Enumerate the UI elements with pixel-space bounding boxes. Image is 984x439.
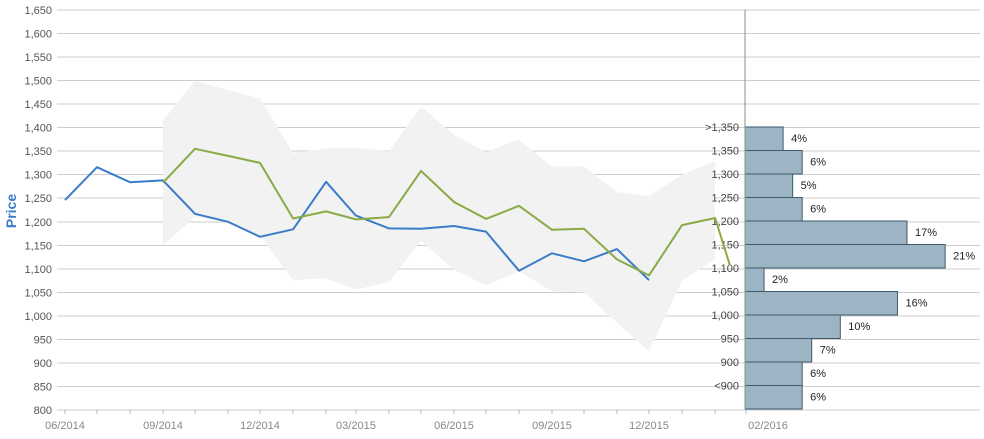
histogram-bar — [744, 150, 803, 175]
y-tick-label: 1,250 — [24, 193, 52, 205]
y-tick-label: 800 — [34, 405, 52, 417]
histogram-bucket-label: 1,250 — [711, 193, 739, 205]
y-tick-label: 1,150 — [24, 240, 52, 252]
y-tick-label: 1,650 — [24, 5, 52, 17]
histogram-bar — [744, 244, 946, 269]
histogram-bar — [744, 197, 803, 222]
y-tick-label: 1,550 — [24, 52, 52, 64]
x-tick-label: 02/2016 — [748, 420, 788, 432]
histogram-percent-label: 6% — [810, 392, 826, 404]
y-tick-label: 1,600 — [24, 29, 52, 41]
histogram-bucket-label: 900 — [721, 357, 739, 369]
x-tick-label: 06/2014 — [45, 420, 85, 432]
y-tick-label: 1,000 — [24, 311, 52, 323]
histogram-bar — [744, 338, 813, 363]
y-tick-label: 900 — [34, 358, 52, 370]
histogram-percent-label: 10% — [848, 321, 870, 333]
histogram-percent-label: 6% — [810, 204, 826, 216]
histogram-bar — [744, 267, 765, 292]
histogram-bucket-label: 1,300 — [711, 169, 739, 181]
histogram-bar — [744, 314, 841, 339]
forecast-range-band — [163, 80, 716, 352]
axis-layer: 800 850 900 950 1,000 1,050 1,100 1,150 1,200 1,2… — [24, 5, 787, 432]
y-tick-label: 1,400 — [24, 123, 52, 135]
x-tick-label: 06/2015 — [434, 420, 474, 432]
histogram-percent-label: 5% — [801, 180, 817, 192]
y-tick-label: 1,350 — [24, 146, 52, 158]
histogram-percent-label: 2% — [772, 274, 788, 286]
histogram-percent-label: 16% — [905, 298, 927, 310]
y-tick-label: 1,500 — [24, 76, 52, 88]
y-tick-label: 950 — [34, 334, 52, 346]
historical-price-line — [64, 166, 650, 281]
x-tick-label: 12/2014 — [240, 420, 280, 432]
histogram-bar — [744, 361, 803, 386]
y-tick-label: 1,100 — [24, 264, 52, 276]
y-tick-label: 1,300 — [24, 170, 52, 182]
histogram-bar — [744, 291, 898, 316]
series-layer — [64, 147, 731, 281]
histogram-bar — [744, 126, 784, 151]
histogram-layer: 4% >1,350 6% 1,350 5% 1,300 6% 1,250 17% 1,200 21%… — [705, 122, 975, 410]
histogram-bucket-label: <900 — [714, 381, 739, 393]
x-tick-label: 12/2015 — [629, 420, 669, 432]
histogram-percent-label: 6% — [810, 368, 826, 380]
histogram-bucket-label: 950 — [721, 334, 739, 346]
histogram-bucket-label: 1,100 — [711, 263, 739, 275]
histogram-bar — [744, 220, 908, 245]
y-axis-title: Price — [3, 194, 19, 228]
y-tick-label: 1,050 — [24, 287, 52, 299]
histogram-percent-label: 4% — [791, 133, 807, 145]
histogram-bucket-label: 1,050 — [711, 287, 739, 299]
x-tick-label: 09/2015 — [532, 420, 572, 432]
histogram-bar — [744, 385, 803, 410]
histogram-percent-label: 6% — [810, 157, 826, 169]
y-tick-label: 1,450 — [24, 99, 52, 111]
histogram-bucket-label: 1,000 — [711, 310, 739, 322]
histogram-percent-label: 21% — [953, 251, 975, 263]
histogram-bucket-label: 1,200 — [711, 216, 739, 228]
forecast-price-line — [162, 147, 731, 277]
histogram-percent-label: 17% — [915, 227, 937, 239]
histogram-bucket-label: >1,350 — [705, 122, 739, 134]
x-tick-label: 03/2015 — [336, 420, 376, 432]
histogram-bar — [744, 173, 794, 198]
histogram-percent-label: 7% — [820, 345, 836, 357]
y-tick-label: 1,200 — [24, 217, 52, 229]
x-tick-label: 09/2014 — [143, 420, 183, 432]
forecast-band-layer — [163, 80, 716, 352]
histogram-bucket-label: 1,150 — [711, 240, 739, 252]
histogram-bucket-label: 1,350 — [711, 146, 739, 158]
y-tick-label: 850 — [34, 381, 52, 393]
